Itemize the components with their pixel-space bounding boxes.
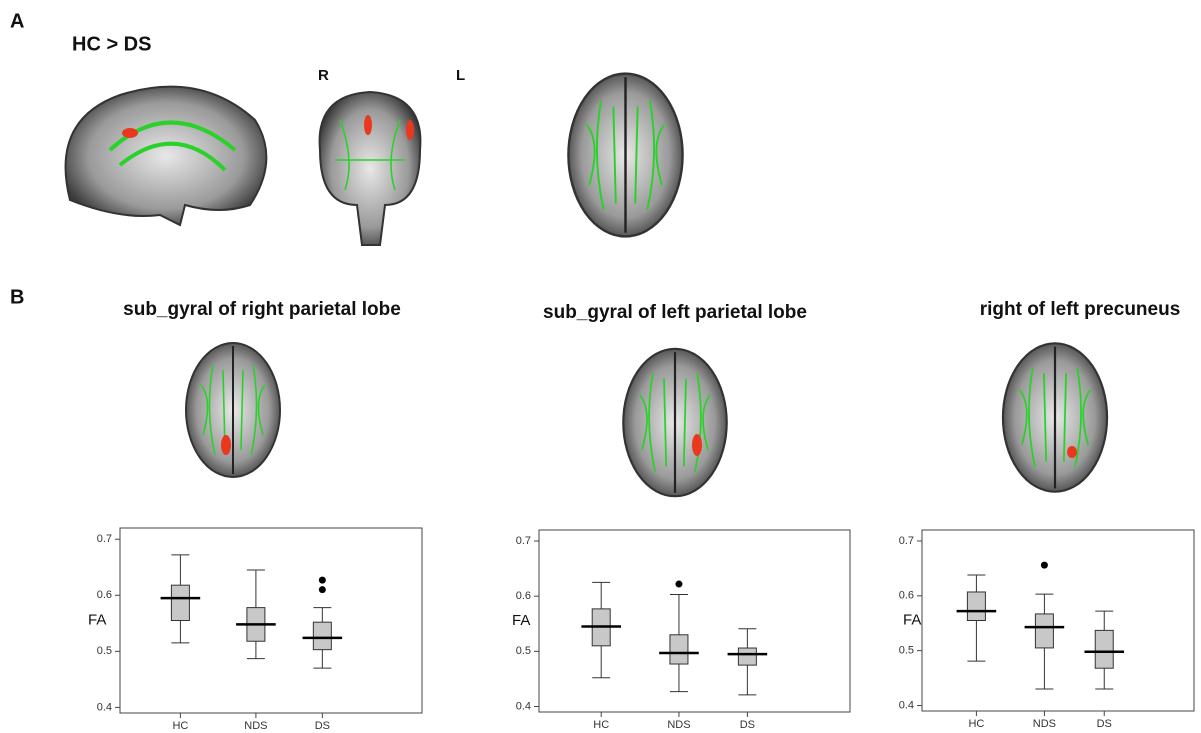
chart-title: right of left precuneus [980, 299, 1181, 320]
y-axis-label: FA [512, 612, 530, 629]
axial-slice [568, 74, 682, 237]
contrast-label: HC > DS [72, 33, 151, 55]
y-tick-label: 0.5 [516, 645, 531, 657]
outlier [319, 577, 326, 584]
y-tick-label: 0.4 [97, 701, 112, 713]
axial-slice [623, 349, 726, 496]
x-tick-label: HC [593, 719, 609, 731]
y-tick-label: 0.7 [899, 535, 914, 547]
x-tick-label: NDS [244, 720, 267, 732]
box [1035, 614, 1053, 648]
outlier [675, 581, 682, 588]
chart-title: sub_gyral of right parietal lobe [123, 299, 401, 320]
y-tick-label: 0.4 [899, 699, 914, 711]
y-axis-label: FA [88, 611, 106, 628]
coronal-slice [320, 92, 421, 245]
x-tick-label: NDS [667, 719, 690, 731]
box [738, 648, 756, 665]
y-tick-label: 0.7 [516, 535, 531, 547]
x-tick-label: DS [315, 720, 330, 732]
side-label: L [456, 67, 465, 84]
y-tick-label: 0.6 [899, 590, 914, 602]
y-tick-label: 0.6 [97, 589, 112, 601]
x-tick-label: HC [968, 718, 984, 730]
plot-frame [539, 530, 850, 712]
box [313, 622, 331, 649]
x-tick-label: HC [172, 720, 188, 732]
axial-slice [186, 343, 280, 477]
x-tick-label: NDS [1033, 718, 1056, 730]
axial-slice [1003, 343, 1107, 491]
figure: A HC > DS R L B sub_gyral of right parie… [0, 0, 1201, 733]
outlier [1041, 562, 1048, 569]
activation [221, 435, 231, 455]
y-tick-label: 0.5 [97, 645, 112, 657]
y-tick-label: 0.5 [899, 645, 914, 657]
box [171, 585, 189, 620]
activation [692, 434, 702, 456]
y-axis-label: FA [903, 611, 921, 628]
box [670, 635, 688, 664]
y-tick-label: 0.7 [97, 533, 112, 545]
plot-frame [120, 528, 422, 713]
side-label: R [318, 67, 329, 84]
box [967, 592, 985, 621]
chart-title: sub_gyral of left parietal lobe [543, 302, 807, 323]
y-tick-label: 0.4 [516, 700, 531, 712]
box [1095, 630, 1113, 668]
panel-label: B [10, 286, 24, 308]
activation [1067, 446, 1077, 458]
panel-label: A [10, 10, 24, 32]
plot-frame [922, 530, 1194, 711]
x-tick-label: DS [1097, 718, 1112, 730]
outlier [319, 586, 326, 593]
x-tick-label: DS [740, 719, 755, 731]
sagittal-slice [66, 87, 267, 225]
y-tick-label: 0.6 [516, 590, 531, 602]
